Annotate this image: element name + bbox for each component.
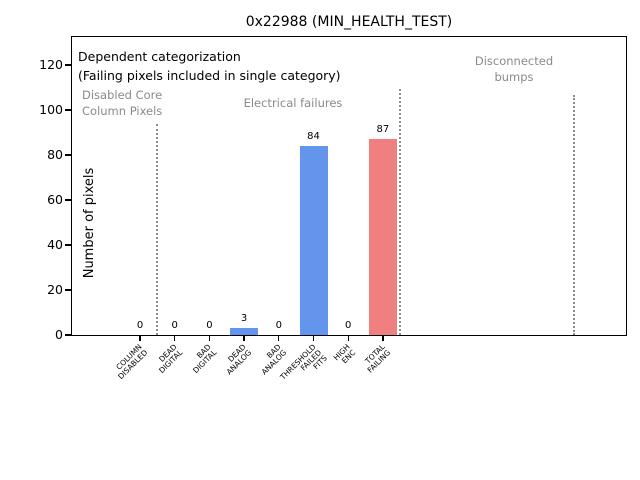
chart-title: 0x22988 (MIN_HEALTH_TEST) — [245, 14, 453, 30]
y-tick-label: 120 — [39, 57, 63, 72]
bar-total-failing — [368, 139, 397, 335]
x-tick-mark — [312, 336, 315, 341]
x-tick-mark — [174, 336, 176, 341]
bar-value-label: 0 — [136, 320, 144, 331]
x-tick-mark — [382, 336, 384, 341]
bar-value-label: 0 — [345, 320, 352, 331]
bar-threshold-failed-fits — [299, 146, 328, 335]
y-tick-label: 40 — [47, 237, 63, 252]
y-tick-label: 20 — [47, 282, 63, 297]
bar-value-label: 84 — [307, 131, 320, 142]
group-label-disabled-core-column-pixels: Disabled Core Column Pixels — [82, 88, 163, 118]
plot-area: Number of pixels — [71, 36, 627, 336]
y-tick-mark — [65, 289, 72, 291]
separator-dotted-line — [572, 95, 575, 335]
y-tick-mark — [65, 154, 72, 156]
y-tick-mark — [65, 244, 72, 246]
y-tick-mark — [65, 109, 72, 111]
annotation-dependent-categorization: Dependent categorization (Failing pixels… — [78, 49, 341, 83]
y-tick-label: 100 — [39, 102, 63, 117]
bar-value-label: 0 — [275, 320, 282, 331]
bar-value-label: 0 — [171, 320, 178, 331]
y-tick-mark — [65, 64, 72, 66]
x-tick-mark — [208, 336, 211, 341]
bar-dead-analog — [230, 328, 259, 335]
y-axis-label: Number of pixels — [82, 167, 97, 279]
bar-value-label: 3 — [240, 313, 248, 324]
group-label-disconnected-bumps: Disconnected bumps — [474, 54, 554, 84]
y-tick-label: 80 — [47, 147, 63, 162]
separator-dotted-line — [156, 124, 159, 335]
y-tick-mark — [65, 334, 72, 336]
y-tick-mark — [65, 199, 72, 201]
x-tick-mark — [278, 336, 280, 341]
y-tick-label: 60 — [47, 192, 63, 207]
group-label-electrical-failures: Electrical failures — [243, 96, 343, 110]
bar-value-label: 0 — [206, 320, 213, 331]
bar-value-label: 87 — [376, 124, 390, 135]
x-tick-mark — [347, 336, 349, 341]
y-tick-label: 0 — [55, 327, 63, 342]
x-tick-mark — [139, 336, 141, 341]
x-tick-mark — [243, 336, 245, 341]
separator-dotted-line — [399, 89, 402, 335]
